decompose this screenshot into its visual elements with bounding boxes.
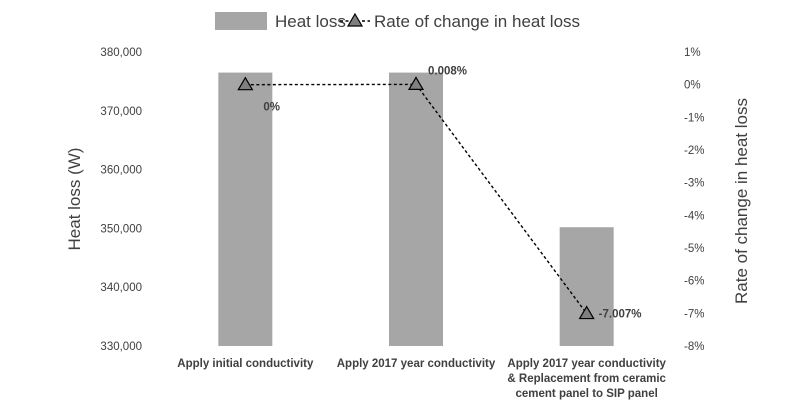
y2-tick-label: -7% (684, 308, 704, 320)
y2-axis-title: Rate of change in heat loss (732, 98, 751, 304)
category-axis: Apply initial conductivity Apply 2017 yea… (177, 358, 666, 400)
y2-tick-label: -5% (684, 243, 704, 255)
rate-data-label: 0% (263, 102, 280, 114)
legend-label-heat-loss: Heat loss (275, 12, 346, 31)
right-y-axis: 1% 0% -1% -2% -3% -4% -5% -6% -7% -8% (684, 47, 704, 353)
legend-swatch-heat-loss (215, 12, 267, 30)
y2-tick-label: -1% (684, 112, 704, 124)
y-tick-label: 380,000 (100, 47, 142, 59)
heat-loss-bar (218, 72, 273, 346)
y-tick-label: 340,000 (100, 282, 142, 294)
y2-tick-label: -6% (684, 276, 704, 288)
y2-tick-label: -3% (684, 178, 704, 190)
y2-tick-label: -4% (684, 210, 704, 222)
category-label: Apply initial conductivity (177, 358, 314, 370)
category-label: Apply 2017 year conductivity & Replacemen… (507, 358, 666, 400)
y-tick-label: 350,000 (100, 223, 142, 235)
rate-data-label: -7.007% (599, 309, 642, 321)
y2-tick-label: 0% (684, 80, 701, 92)
y-tick-label: 330,000 (100, 341, 142, 353)
rate-of-change-marker (578, 305, 595, 320)
line-series: 0% 0.008% -7.007% (237, 65, 642, 321)
heat-loss-bar (389, 72, 443, 346)
bar-series (218, 72, 614, 346)
category-label: Apply 2017 year conductivity (337, 358, 496, 370)
legend-label-rate-of-change: Rate of change in heat loss (374, 12, 580, 31)
heat-loss-bar (559, 227, 614, 346)
rate-of-change-marker (407, 76, 425, 91)
left-y-axis: 330,000 340,000 350,000 360,000 370,000 380,0… (100, 47, 142, 353)
legend: Heat loss Rate of change in heat loss (215, 12, 580, 31)
rate-data-label: 0.008% (428, 65, 467, 77)
y2-tick-label: 1% (684, 47, 701, 59)
y2-tick-label: -8% (684, 341, 704, 353)
y-tick-label: 360,000 (100, 165, 142, 177)
y-axis-title: Heat loss (W) (65, 148, 84, 251)
legend-swatch-marker (346, 12, 364, 27)
y-tick-label: 370,000 (100, 106, 142, 118)
rate-of-change-marker (237, 76, 254, 91)
y2-tick-label: -2% (684, 145, 704, 157)
